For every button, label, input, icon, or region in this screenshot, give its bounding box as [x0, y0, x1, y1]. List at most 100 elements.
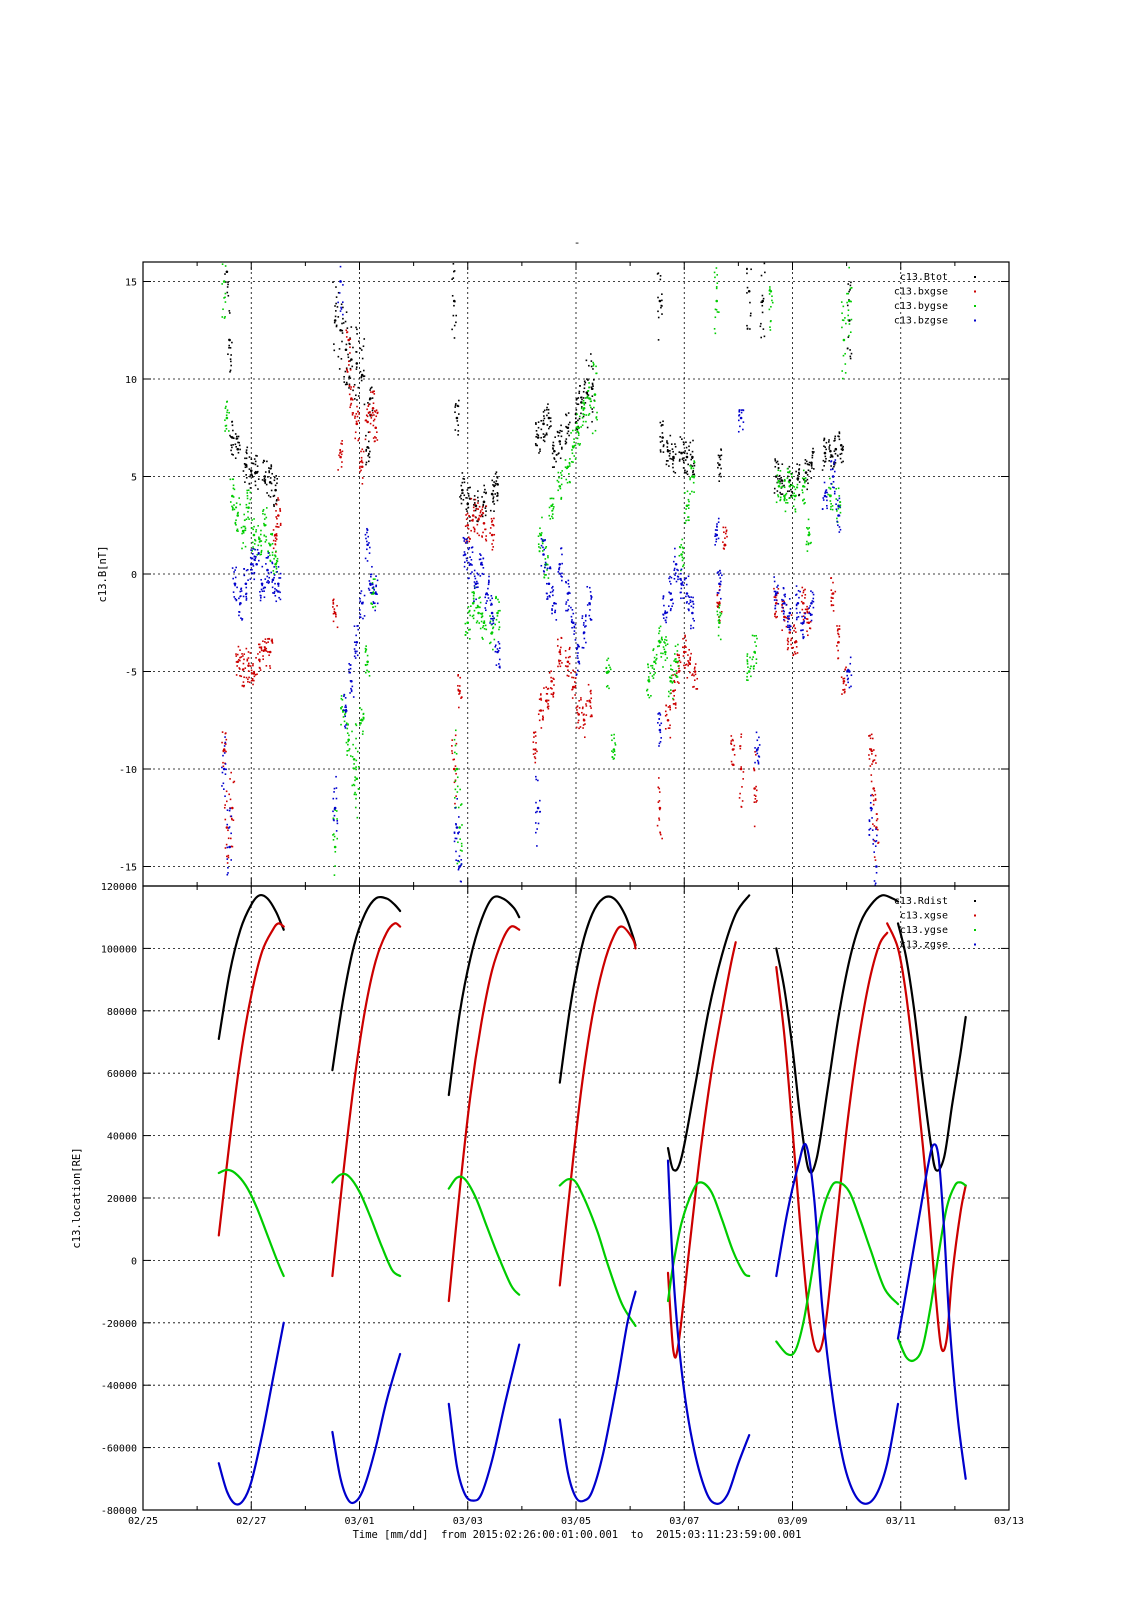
- data-point: [558, 440, 562, 443]
- scatter-dot: [494, 484, 496, 487]
- scatter-dot: [573, 681, 576, 683]
- scatter-dot: [692, 439, 694, 442]
- scatter-dot: [234, 457, 237, 460]
- scatter-dot: [457, 832, 459, 834]
- scatter-dot: [687, 660, 689, 662]
- scatter-dot: [271, 561, 273, 564]
- scatter-dot: [685, 646, 687, 648]
- scatter-dot: [693, 491, 695, 493]
- scatter-dot: [716, 605, 719, 607]
- scatter-dot: [333, 787, 336, 790]
- scatter-dot: [792, 485, 794, 487]
- scatter-dot: [483, 491, 486, 494]
- scatter-dot: [662, 666, 664, 668]
- scatter-dot: [664, 653, 667, 656]
- scatter-dot: [354, 779, 356, 782]
- scatter-dot: [874, 845, 877, 847]
- data-point: [788, 631, 792, 634]
- scatter-dot: [230, 771, 233, 774]
- scatter-dot: [545, 686, 548, 689]
- scatter-dot: [829, 477, 831, 480]
- scatter-dot: [476, 520, 478, 522]
- legend-label-c13-bygse: c13.bygse: [894, 301, 948, 312]
- scatter-dot: [583, 403, 586, 406]
- scatter-dot: [589, 400, 592, 403]
- scatter-dot: [800, 629, 802, 632]
- scatter-dot: [360, 469, 362, 472]
- scatter-dot: [660, 636, 663, 639]
- scatter-dot: [492, 523, 494, 526]
- scatter-dot: [233, 582, 236, 585]
- data-point: [810, 461, 813, 465]
- scatter-dot: [773, 599, 776, 601]
- scatter-dot: [670, 677, 673, 680]
- scatter-dot: [789, 608, 792, 610]
- scatter-dot: [655, 659, 657, 661]
- scatter-dot: [372, 591, 375, 593]
- scatter-dot: [494, 623, 497, 626]
- scatter-dot: [781, 493, 784, 495]
- scatter-dot: [837, 455, 839, 457]
- scatter-dot: [768, 289, 771, 292]
- scatter-dot: [657, 316, 660, 319]
- scatter-dot: [688, 648, 690, 651]
- scatter-dot: [567, 423, 570, 426]
- scatter-dot: [660, 652, 662, 655]
- scatter-dot: [336, 820, 339, 822]
- scatter-dot: [587, 414, 590, 416]
- scatter-dot: [457, 841, 459, 844]
- scatter-dot: [570, 432, 572, 434]
- scatter-dot: [232, 781, 235, 784]
- data-point: [691, 611, 694, 615]
- scatter-dot: [348, 387, 350, 389]
- scatter-dot: [477, 490, 479, 492]
- scatter-dot: [349, 680, 352, 682]
- scatter-dot: [467, 611, 470, 614]
- scatter-dot: [354, 747, 357, 750]
- scatter-dot: [540, 699, 543, 701]
- scatter-dot: [560, 483, 563, 486]
- scatter-dot: [461, 472, 464, 474]
- scatter-dot: [368, 542, 370, 544]
- series-c13-bygse: [221, 263, 853, 876]
- scatter-dot: [762, 328, 765, 330]
- scatter-dot: [542, 411, 545, 413]
- scatter-dot: [481, 613, 483, 615]
- scatter-dot: [832, 610, 835, 612]
- scatter-dot: [792, 505, 795, 508]
- scatter-dot: [671, 458, 673, 460]
- scatter-dot: [453, 324, 456, 327]
- scatter-dot: [676, 568, 678, 571]
- scatter-dot: [358, 609, 361, 611]
- scatter-dot: [676, 676, 679, 678]
- scatter-dot: [269, 667, 272, 669]
- scatter-dot: [461, 824, 463, 826]
- scatter-dot: [254, 480, 257, 483]
- scatter-dot: [345, 329, 348, 332]
- y-axis-label-bfield: c13.B[nT]: [97, 546, 109, 603]
- scatter-dot: [492, 627, 494, 630]
- scatter-dot: [463, 561, 466, 564]
- scatter-dot: [725, 529, 728, 532]
- scatter-dot: [266, 557, 269, 559]
- scatter-dot: [263, 522, 265, 525]
- scatter-dot: [366, 548, 368, 551]
- scatter-dot: [833, 465, 835, 468]
- scatter-dot: [249, 652, 252, 654]
- scatter-dot: [231, 424, 234, 427]
- scatter-dot: [485, 535, 488, 537]
- scatter-dot: [683, 452, 686, 454]
- data-point: [674, 660, 678, 664]
- scatter-dot: [665, 704, 667, 707]
- series-group-bfield: [221, 262, 880, 886]
- scatter-dot: [453, 337, 456, 339]
- scatter-dot: [364, 557, 367, 560]
- scatter-dot: [588, 386, 590, 389]
- scatter-dot: [777, 467, 780, 469]
- scatter-dot: [733, 744, 736, 747]
- scatter-dot: [458, 831, 460, 833]
- scatter-dot: [787, 624, 789, 627]
- series-line: [896, 1181, 967, 1363]
- scatter-dot: [689, 453, 692, 456]
- scatter-dot: [788, 615, 790, 617]
